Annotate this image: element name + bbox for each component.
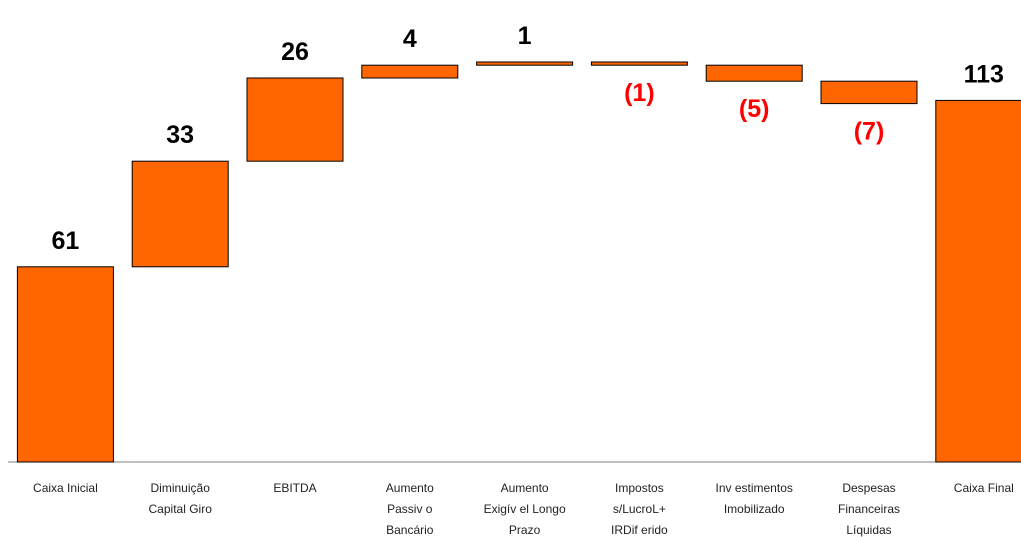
value-label-7: (7) [854,118,885,146]
value-label-3: 4 [403,25,417,53]
bar-5 [590,61,688,66]
value-label-2: 26 [281,38,309,66]
bar-6 [705,64,803,82]
value-label-1: 33 [166,121,194,149]
category-label-1-line-1: Capital Giro [149,502,213,516]
category-label-1-line-0: Diminuição [151,481,211,495]
category-label-4-line-2: Prazo [509,523,541,537]
bar-8 [935,99,1021,463]
value-label-4: 1 [518,22,532,50]
value-label-5: (1) [624,79,655,107]
category-label-5-line-2: IRDif erido [611,523,668,537]
bar-1 [131,160,229,268]
category-label-3-line-0: Aumento [386,481,434,495]
category-label-4-line-0: Aumento [501,481,549,495]
category-label-2-line-0: EBITDA [273,481,316,495]
bar-4 [476,61,574,66]
category-label-6-line-0: Inv estimentos [716,481,793,495]
bar-2 [246,77,344,162]
category-label-5-line-0: Impostos [615,481,664,495]
category-label-7-line-0: Despesas [842,481,895,495]
value-label-8: 113 [964,60,1004,88]
category-label-3-line-1: Passiv o [387,502,433,516]
value-label-6: (5) [739,95,770,123]
category-label-7-line-1: Financeiras [838,502,900,516]
bar-7 [820,80,918,105]
value-label-0: 61 [51,227,79,255]
bars-group [16,61,1021,463]
bar-0 [16,266,114,463]
category-label-4-line-1: Exigív el Longo [484,502,566,516]
category-labels-group: Caixa Inicial Diminuição Capital Giro EBITD… [33,481,1014,537]
value-labels-group: 61 33 26 4 1 (1) (5) (7) 113 [51,22,1003,255]
category-label-6-line-1: Imobilizado [724,502,785,516]
category-label-5-line-1: s/LucroL+ [613,502,666,516]
category-label-3-line-2: Bancário [386,523,434,537]
bar-3 [361,64,459,79]
category-label-7-line-2: Líquidas [846,523,891,537]
category-label-8-line-0: Caixa Final [954,481,1014,495]
category-label-0-line-0: Caixa Inicial [33,481,98,495]
